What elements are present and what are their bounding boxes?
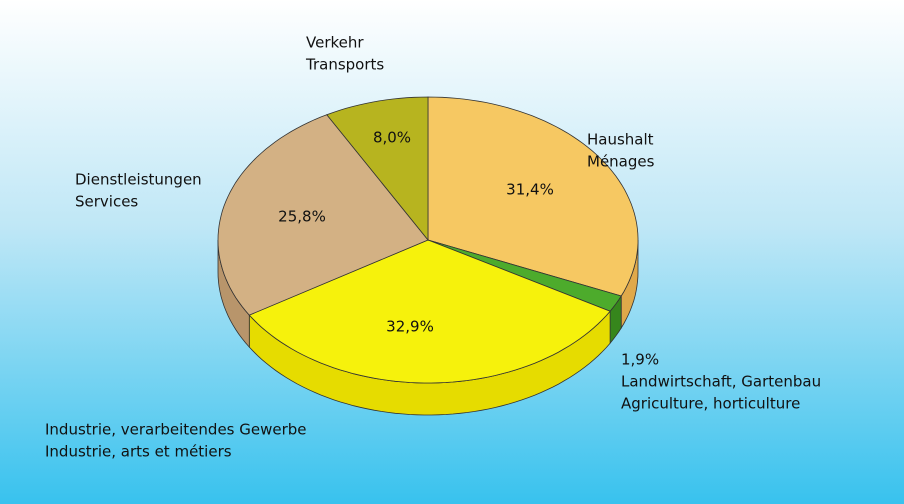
- category-label: Haushalt: [587, 131, 654, 149]
- category-label: 1,9%: [621, 351, 659, 369]
- category-label: Services: [75, 193, 138, 211]
- labels: 31,4% 32,9% 25,8% 8,0% Haushalt Ménages 1,9% La…: [45, 34, 821, 461]
- value-label: 32,9%: [386, 318, 434, 336]
- pie: [217, 96, 639, 416]
- category-label: Industrie, arts et métiers: [45, 443, 232, 461]
- category-label: Transports: [305, 56, 384, 74]
- value-label: 8,0%: [373, 129, 411, 147]
- slice: [326, 96, 429, 242]
- slice: [217, 114, 429, 316]
- category-label: Verkehr: [306, 34, 364, 52]
- value-label: 25,8%: [278, 208, 326, 226]
- category-label: Agriculture, horticulture: [621, 395, 800, 413]
- category-label: Industrie, verarbeitendes Gewerbe: [45, 421, 307, 439]
- slice: [248, 239, 611, 384]
- slice: [427, 96, 639, 297]
- category-label: Ménages: [587, 153, 655, 171]
- category-label: Landwirtschaft, Gartenbau: [621, 373, 821, 391]
- category-label: Dienstleistungen: [75, 171, 202, 189]
- value-label: 31,4%: [506, 181, 554, 199]
